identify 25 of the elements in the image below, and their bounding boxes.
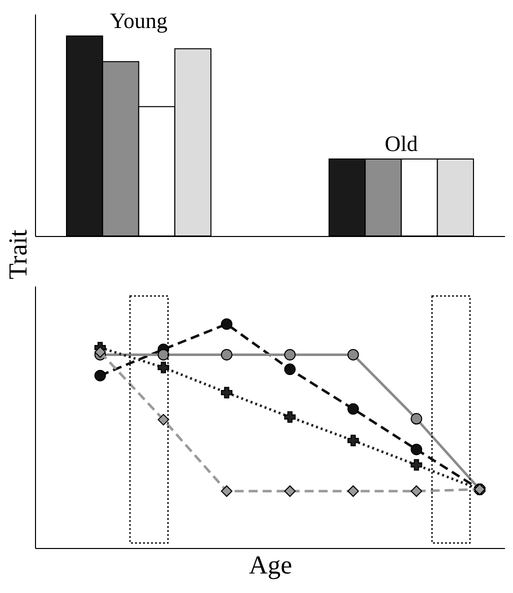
point — [410, 485, 422, 497]
x-tick-label: Old — [384, 131, 418, 156]
point — [220, 349, 232, 360]
point — [94, 346, 106, 358]
point — [220, 386, 232, 398]
point — [158, 362, 170, 374]
point — [220, 485, 232, 497]
point — [347, 434, 359, 446]
point — [284, 364, 296, 376]
x-axis-title: Age — [248, 550, 292, 580]
point — [158, 414, 170, 426]
x-tick-label: Young — [110, 8, 168, 33]
point — [347, 403, 359, 415]
point — [284, 485, 296, 497]
point — [410, 459, 422, 471]
point — [347, 485, 359, 497]
point — [284, 411, 296, 423]
point — [410, 413, 422, 425]
point — [158, 349, 170, 360]
point — [94, 370, 106, 382]
point — [410, 444, 422, 456]
y-axis-title: Trait — [4, 228, 32, 280]
point — [284, 349, 296, 360]
point — [220, 318, 232, 330]
point — [347, 349, 359, 360]
